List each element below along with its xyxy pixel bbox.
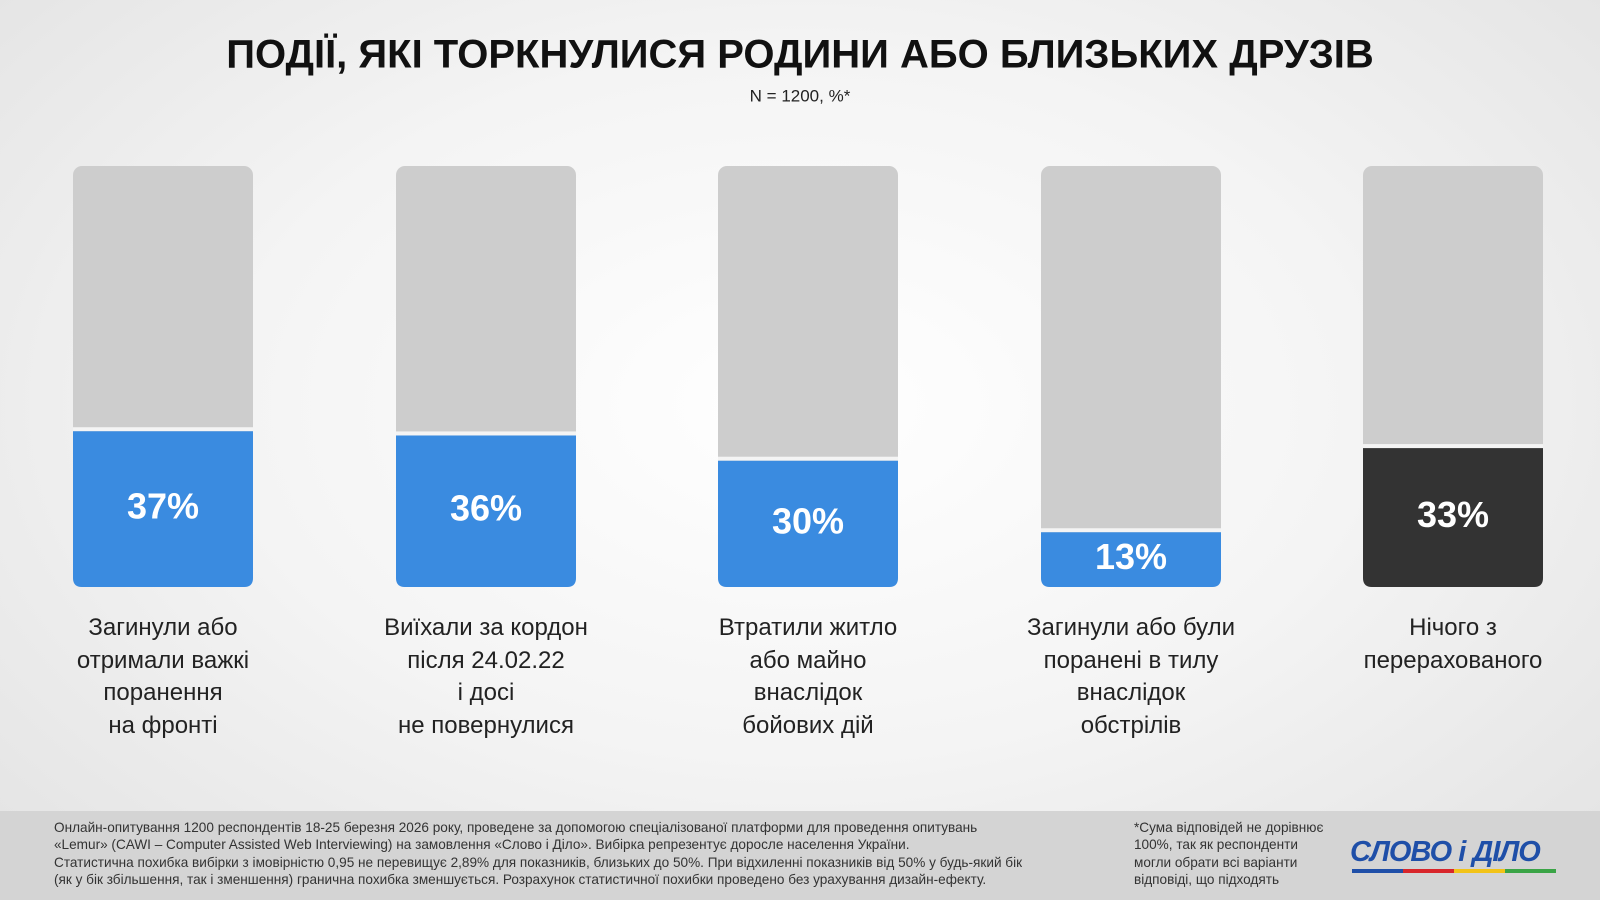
bar-separator [1363,444,1543,449]
methodology: Онлайн-опитування 1200 респондентів 18-2… [54,820,1023,887]
value-label: 30% [772,500,844,541]
category-label: Втратили житло або майно внаслідок бойов… [718,614,898,739]
logo-stripe [1352,869,1556,873]
bar-separator [396,431,576,436]
bar-separator [718,456,898,461]
bar-track [1041,166,1221,587]
bar [73,431,253,587]
chart-subtitle: N = 1200, %* [750,86,851,105]
bar [718,460,898,587]
value-label: 37% [127,486,199,527]
bar [1041,532,1221,587]
chart-title: ПОДІЇ, ЯКІ ТОРКНУЛИСЯ РОДИНИ АБО БЛИЗЬКИ… [226,33,1374,77]
footer: Онлайн-опитування 1200 респондентів 18-2… [0,811,1600,900]
bar-separator [1041,528,1221,533]
bar [1363,448,1543,587]
bar-separator [73,427,253,432]
value-label: 36% [450,488,522,529]
value-label: 33% [1417,494,1489,535]
value-label: 13% [1095,536,1167,577]
category-label: Загинули або отримали важкі поранення на… [76,614,250,739]
category-label: Виїхали за кордон після 24.02.22 і досі … [384,614,588,739]
category-label: Загинули або були поранені в тилу внаслі… [1026,614,1236,739]
category-label: Нічого з перерахованого [1363,614,1543,674]
bar [396,435,576,587]
logo: СЛОВО і ДІЛО [1350,836,1541,868]
footnote: *Сума відповідей не дорівнює 100%, так я… [1134,820,1324,887]
